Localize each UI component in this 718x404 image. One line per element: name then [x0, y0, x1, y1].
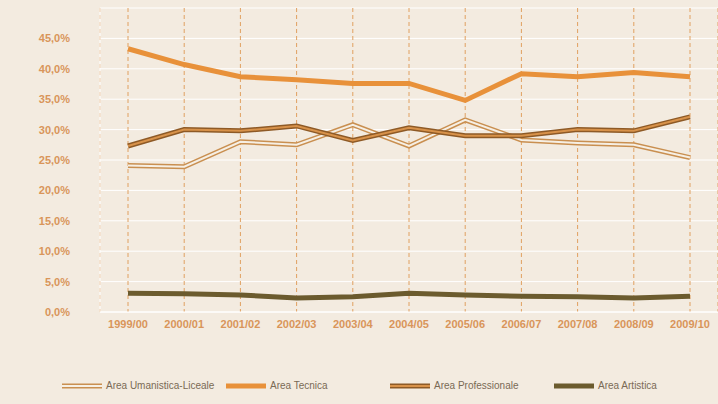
html-text:Area Artistica: Area Artistica [598, 380, 657, 391]
html-text:Area Tecnica: Area Tecnica [270, 380, 328, 391]
svg-text:30,0%: 30,0% [39, 124, 70, 136]
svg-text:5,0%: 5,0% [45, 276, 70, 288]
svg-text:2001/02: 2001/02 [221, 318, 261, 330]
svg-text:0,0%: 0,0% [45, 306, 70, 318]
svg-text:45,0%: 45,0% [39, 32, 70, 44]
svg-text:10,0%: 10,0% [39, 245, 70, 257]
svg-text:25,0%: 25,0% [39, 154, 70, 166]
svg-text:2006/07: 2006/07 [502, 318, 542, 330]
svg-text:2000/01: 2000/01 [164, 318, 204, 330]
svg-text:35,0%: 35,0% [39, 93, 70, 105]
svg-text:15,0%: 15,0% [39, 215, 70, 227]
svg-text:40,0%: 40,0% [39, 63, 70, 75]
svg-text:2009/10: 2009/10 [670, 318, 710, 330]
svg-text:1999/00: 1999/00 [108, 318, 148, 330]
html-text:Area Umanistica-Liceale: Area Umanistica-Liceale [106, 380, 215, 391]
svg-text:2004/05: 2004/05 [389, 318, 429, 330]
html-text:Area Professionale: Area Professionale [434, 380, 519, 391]
svg-text:2005/06: 2005/06 [445, 318, 485, 330]
svg-text:2002/03: 2002/03 [277, 318, 317, 330]
svg-text:2003/04: 2003/04 [333, 318, 374, 330]
svg-text:2007/08: 2007/08 [558, 318, 598, 330]
svg-text:20,0%: 20,0% [39, 184, 70, 196]
svg-text:2008/09: 2008/09 [614, 318, 654, 330]
